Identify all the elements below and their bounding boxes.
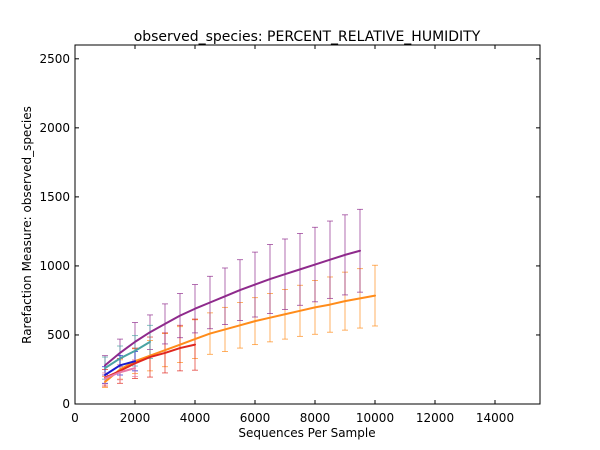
series-4-line — [104, 360, 136, 376]
y-tick-label: 1500 — [39, 190, 70, 204]
axis-ticks: 0 2000 4000 6000 8000 10000 12000 14000 0 500 1000… — [39, 45, 540, 425]
x-tick-label: 6000 — [240, 411, 271, 425]
x-tick-label: 14000 — [476, 411, 514, 425]
y-tick-label: 2500 — [39, 52, 70, 66]
y-tick-label: 2000 — [39, 121, 70, 135]
x-tick-label: 2000 — [120, 411, 151, 425]
y-tick-label: 0 — [62, 397, 70, 411]
series-2-line — [104, 249, 361, 367]
x-tick-label: 0 — [71, 411, 79, 425]
plot-frame — [74, 44, 541, 405]
x-tick-label: 8000 — [300, 411, 331, 425]
series-layer — [102, 208, 378, 388]
y-tick-label: 500 — [47, 328, 70, 342]
x-tick-label: 4000 — [180, 411, 211, 425]
series-5-line — [104, 367, 136, 380]
y-axis-label: Rarefaction Measure: observed_species — [20, 106, 34, 344]
series-0-line — [104, 294, 376, 383]
chart-title: observed_species: PERCENT_RELATIVE_HUMID… — [134, 29, 481, 45]
x-tick-label: 12000 — [416, 411, 454, 425]
x-tick-label: 10000 — [356, 411, 394, 425]
y-tick-label: 1000 — [39, 259, 70, 273]
series-1-line — [104, 343, 196, 379]
plot-area — [74, 44, 541, 405]
x-axis-label: Sequences Per Sample — [238, 426, 375, 440]
series-3-line — [104, 340, 151, 370]
